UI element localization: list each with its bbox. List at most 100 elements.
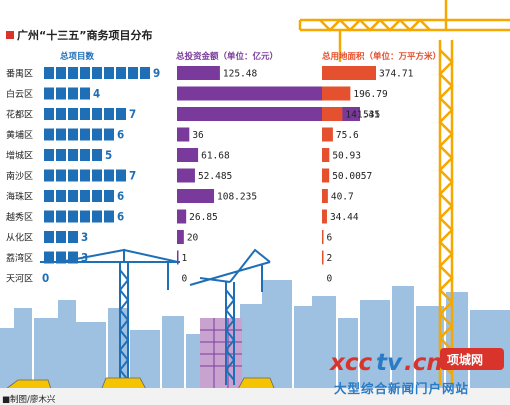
project-count-square xyxy=(68,251,78,264)
title-square xyxy=(6,31,14,39)
project-count-square xyxy=(92,210,102,223)
district-label: 荔湾区 xyxy=(6,252,33,264)
project-count-label: 5 xyxy=(105,148,112,162)
area-column-header: 总用地面积（单位：万平方米） xyxy=(322,51,441,62)
project-count-label: 6 xyxy=(117,189,124,203)
project-count-square xyxy=(44,108,54,120)
watermark-site-box xyxy=(440,348,504,370)
investment-bar xyxy=(177,250,179,265)
project-count-square xyxy=(104,128,114,141)
project-count-square xyxy=(56,210,66,223)
district-label: 海珠区 xyxy=(6,191,33,203)
area-label: 50.0057 xyxy=(332,171,372,182)
project-count-square xyxy=(44,231,54,243)
project-count-square xyxy=(68,108,78,120)
district-label: 从化区 xyxy=(6,232,33,244)
area-label: 141.41 xyxy=(345,110,380,121)
project-count-label: 0 xyxy=(42,271,49,285)
project-count-square xyxy=(68,87,78,100)
tower-crane-right xyxy=(298,0,510,385)
district-label: 天河区 xyxy=(6,273,33,285)
project-count-square xyxy=(56,231,66,243)
investment-label: 125.48 xyxy=(223,69,258,80)
area-label: 374.71 xyxy=(379,69,414,80)
investment-label: 108.235 xyxy=(217,192,257,203)
project-count-square xyxy=(68,190,78,202)
project-count-square xyxy=(104,190,114,202)
project-count-square xyxy=(56,128,66,141)
project-count-square xyxy=(68,231,78,243)
project-count-square xyxy=(116,169,126,182)
project-count-label: 4 xyxy=(93,87,100,101)
tower-crane-middle xyxy=(189,248,271,385)
area-bar xyxy=(322,86,351,101)
project-count-square xyxy=(128,67,138,79)
area-label: 2 xyxy=(327,253,333,264)
investment-bar xyxy=(177,168,195,183)
watermark: xcc tv .cn 项城网 大型综合新闻门户网站 xyxy=(329,348,504,396)
district-label: 花都区 xyxy=(6,109,33,121)
project-count-square xyxy=(116,108,126,120)
project-count-square xyxy=(92,128,102,141)
district-label: 南沙区 xyxy=(6,170,33,182)
project-count-square xyxy=(44,67,54,79)
district-label: 白云区 xyxy=(6,88,33,100)
area-label: 50.93 xyxy=(332,151,361,162)
watermark-logo: xcc tv .cn xyxy=(329,350,443,376)
project-count-square xyxy=(44,169,54,182)
investment-label: 1 xyxy=(182,253,188,264)
area-bar xyxy=(322,230,324,244)
project-count-square xyxy=(68,67,78,79)
district-label: 增城区 xyxy=(6,150,33,162)
investment-label: 26.85 xyxy=(189,212,218,223)
investment-label: 52.485 xyxy=(198,171,232,182)
project-count-square xyxy=(104,210,114,223)
project-count-square xyxy=(56,149,66,161)
district-label: 番禺区 xyxy=(6,68,33,80)
area-bar xyxy=(322,107,343,121)
ground-strip xyxy=(0,388,510,405)
investment-bar xyxy=(177,189,215,203)
investment-bar xyxy=(177,230,184,244)
area-bar xyxy=(322,127,333,142)
project-count-square xyxy=(80,87,90,100)
chart-rows: 番禺区9125.48374.71白云区4435196.79花都区7535141.… xyxy=(6,66,414,285)
watermark-site-name: 项城网 xyxy=(447,352,483,367)
project-count-square xyxy=(44,251,54,264)
area-label: 40.7 xyxy=(331,192,354,203)
project-count-label: 9 xyxy=(153,66,160,80)
svg-text:tv: tv xyxy=(376,350,403,376)
investment-label: 61.68 xyxy=(201,151,230,162)
area-bar xyxy=(322,209,327,224)
project-count-square xyxy=(92,67,102,79)
project-count-square xyxy=(68,149,78,161)
area-label: 34.44 xyxy=(330,212,359,223)
project-count-square xyxy=(104,67,114,79)
project-count-square xyxy=(80,128,90,141)
district-label: 越秀区 xyxy=(6,211,33,223)
project-count-label: 6 xyxy=(117,128,124,142)
investment-bar xyxy=(177,107,360,121)
project-count-square xyxy=(56,67,66,79)
watermark-slogan: 大型综合新闻门户网站 xyxy=(334,381,469,396)
project-count-square xyxy=(68,128,78,141)
project-count-square xyxy=(68,210,78,223)
project-count-square xyxy=(56,87,66,100)
project-count-square xyxy=(56,251,66,264)
project-count-square xyxy=(68,169,78,182)
project-count-square xyxy=(92,108,102,120)
project-count-square xyxy=(80,169,90,182)
credit-text: ■制图/廖木兴 xyxy=(2,394,56,405)
area-bar xyxy=(322,189,328,203)
area-bar xyxy=(322,148,330,162)
project-count-square xyxy=(140,67,150,79)
page-title: 广州“十三五”商务项目分布 xyxy=(17,28,152,42)
project-count-square xyxy=(44,87,54,100)
building-under-construction xyxy=(200,318,242,388)
investment-label: 20 xyxy=(187,233,199,244)
project-count-square xyxy=(92,190,102,202)
area-label: 196.79 xyxy=(353,89,388,100)
project-count-label: 7 xyxy=(129,107,136,121)
investment-bar xyxy=(177,66,220,80)
